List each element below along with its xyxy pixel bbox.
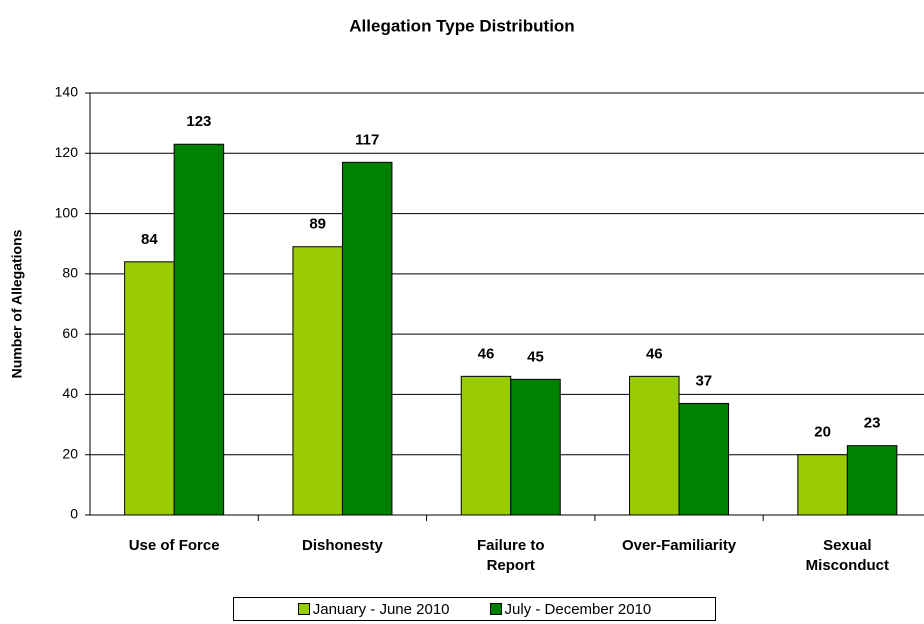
y-tick-label: 140 <box>55 84 79 100</box>
data-label: 46 <box>646 345 663 362</box>
x-tick-label: Sexual Misconduct <box>805 537 890 574</box>
legend-label: July - December 2010 <box>504 600 652 618</box>
legend-swatch <box>489 602 502 615</box>
data-label: 123 <box>186 113 211 130</box>
bar <box>846 445 898 516</box>
y-tick-label: 100 <box>55 204 79 220</box>
bar <box>460 375 512 516</box>
bar <box>292 246 343 516</box>
bar <box>173 143 225 516</box>
y-tick-label: 20 <box>62 445 78 461</box>
bar <box>629 375 680 516</box>
x-tick-label: Use of Force <box>128 537 220 554</box>
x-tick-label: Dishonesty <box>302 537 383 554</box>
x-tick-label: Failure to Report <box>476 537 545 574</box>
legend-swatch <box>297 602 310 615</box>
data-label: 46 <box>478 345 495 362</box>
y-tick-label: 60 <box>62 325 78 341</box>
bar <box>678 402 730 516</box>
data-label: 84 <box>141 231 158 248</box>
y-tick-label: 0 <box>70 506 78 522</box>
legend-item: July - December 2010 <box>489 600 652 618</box>
data-label: 37 <box>695 372 712 389</box>
y-tick-label: 120 <box>55 144 79 160</box>
y-axis-label: Number of Allegations <box>9 229 25 378</box>
legend-label: January - June 2010 <box>312 600 450 618</box>
bar <box>510 378 561 516</box>
data-label: 89 <box>309 216 326 233</box>
bar <box>797 454 848 516</box>
data-label: 45 <box>527 348 544 365</box>
bar <box>124 261 175 516</box>
data-label: 23 <box>864 415 881 432</box>
legend: January - June 2010 July - December 2010 <box>233 597 716 621</box>
data-label: 117 <box>355 131 379 148</box>
chart-title: Allegation Type Distribution <box>349 16 574 35</box>
legend-item: January - June 2010 <box>297 600 450 618</box>
data-label: 20 <box>814 424 831 441</box>
bar <box>341 161 393 516</box>
x-tick-label: Over-Familiarity <box>621 537 737 554</box>
y-tick-label: 40 <box>62 385 78 401</box>
y-tick-label: 80 <box>62 265 78 281</box>
